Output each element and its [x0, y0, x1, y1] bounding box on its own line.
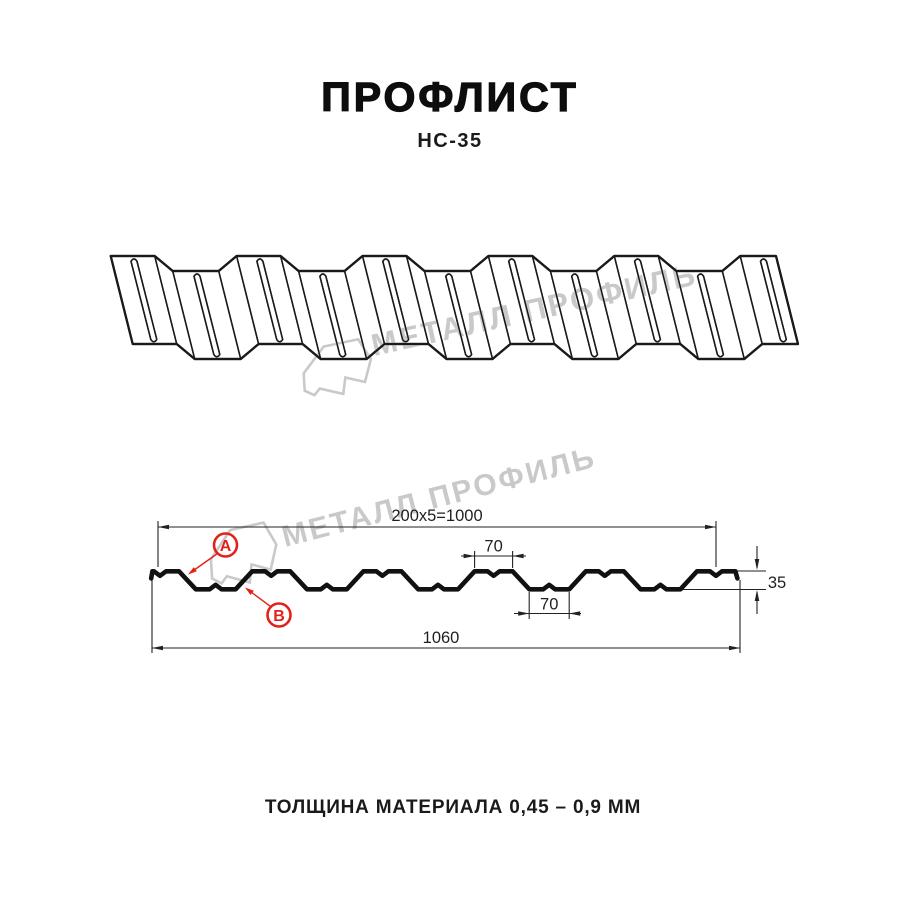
sheet-3d-grooves [130, 258, 788, 358]
face-b-label: B [273, 608, 285, 625]
face-b-pointer-head [245, 587, 254, 595]
face-a-pointer-head [188, 567, 197, 575]
dim-height-label: 35 [768, 574, 786, 592]
sheet-3d-outline [109, 254, 800, 361]
dim-rib-top-label: 70 [484, 538, 502, 556]
face-b-marker [266, 602, 292, 628]
profile-outline [148, 569, 740, 592]
red-annotations [188, 532, 292, 628]
dim-rib-bottom-label: 70 [540, 596, 558, 614]
profile-cross-section [148, 569, 740, 592]
profile-model-subtitle: НС-35 [417, 130, 482, 152]
watermark-text-cross-section: МЕТАЛЛ ПРОФИЛЬ [278, 441, 599, 554]
dimension-line-set [151, 521, 766, 653]
metal-profil-logo-icon [207, 522, 280, 587]
material-thickness-caption: ТОЛЩИНА МАТЕРИАЛА 0,45 – 0,9 ММ [265, 797, 641, 818]
dim-full-width-label: 1060 [423, 629, 460, 647]
metal-profil-logo-icon [300, 338, 374, 398]
sheet-3d-fold-lines [153, 255, 763, 360]
page-title: ПРОФЛИСТ [321, 74, 578, 120]
face-a-marker [212, 532, 239, 558]
dimension-lines [151, 521, 766, 653]
face-a-label: A [220, 538, 232, 555]
sheet-3d-overlay-lines [109, 254, 800, 361]
dim-top-width-label: 200x5=1000 [391, 507, 482, 525]
